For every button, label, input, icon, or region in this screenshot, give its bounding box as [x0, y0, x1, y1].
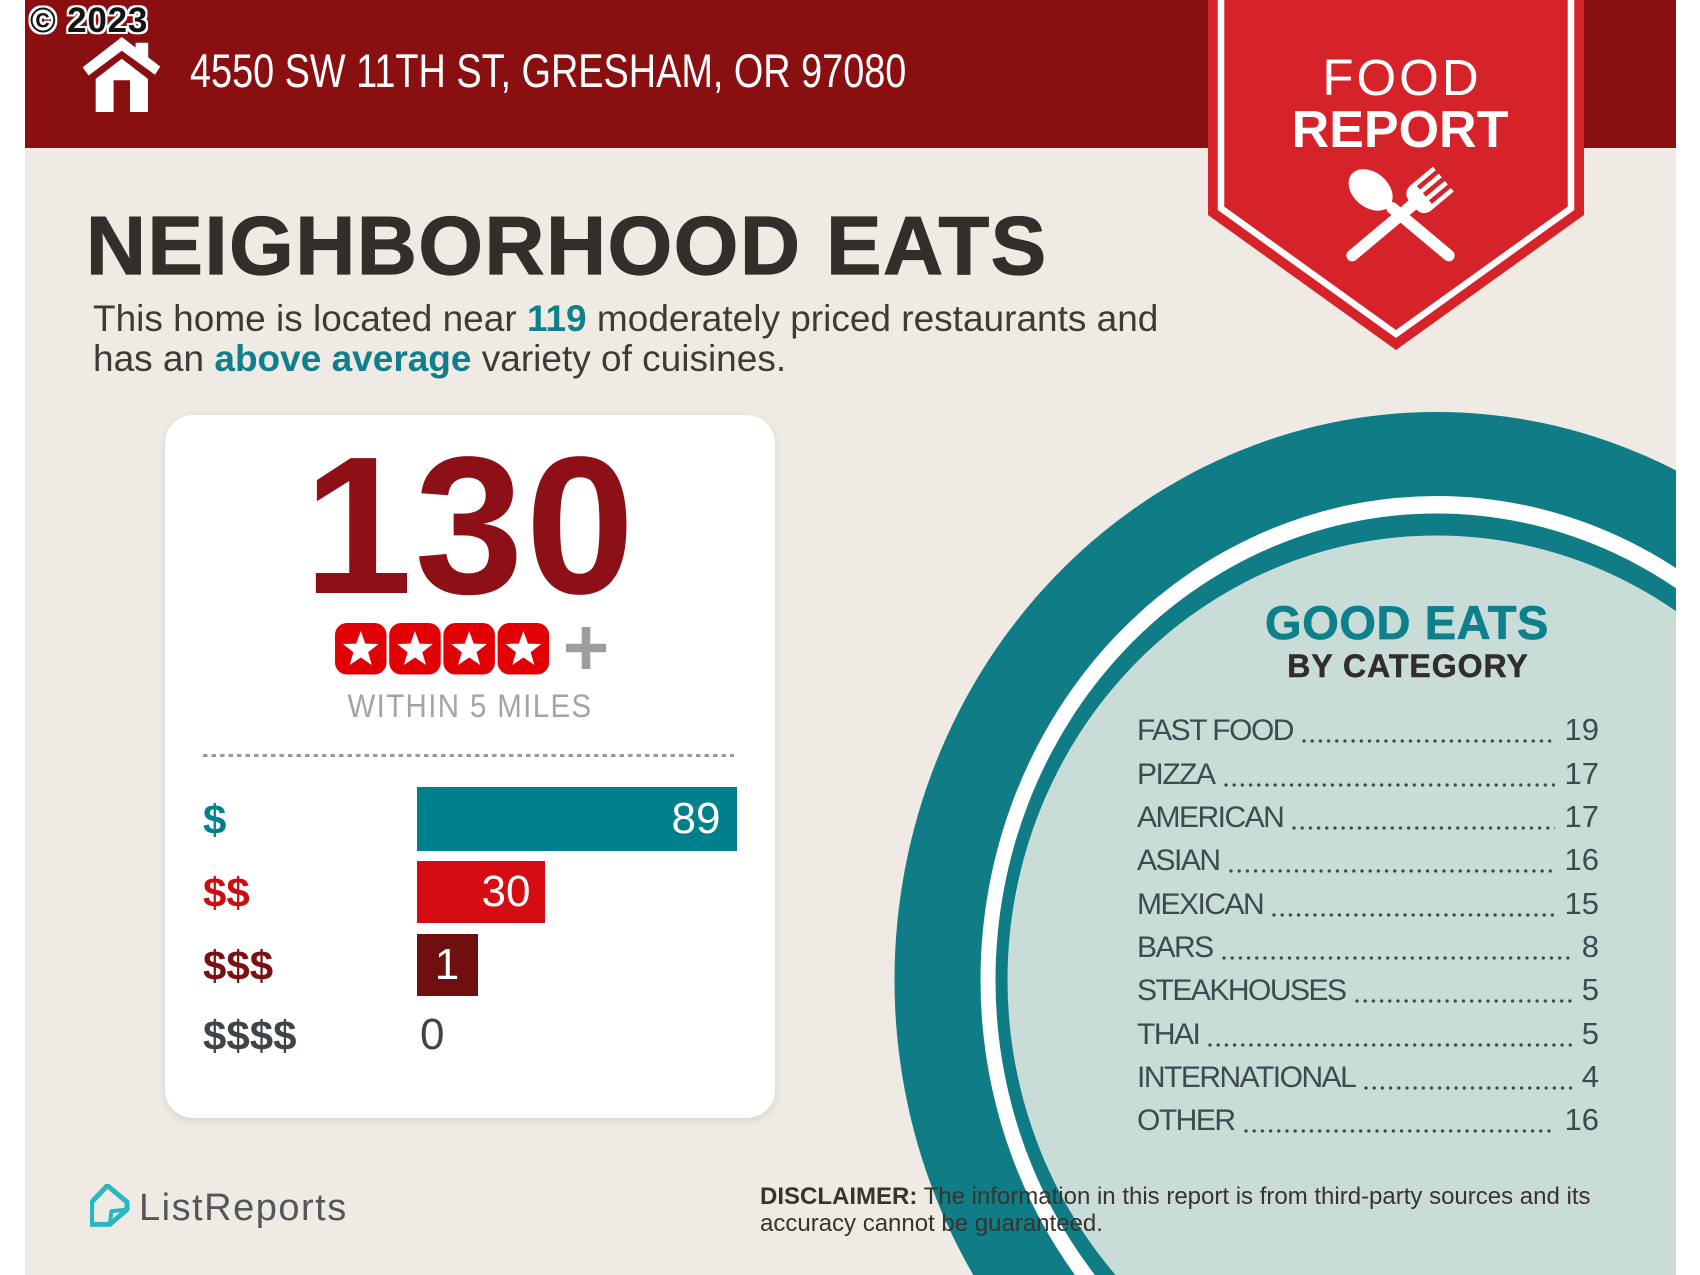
svg-text:FOOD: FOOD	[1322, 49, 1481, 106]
svg-text:REPORT: REPORT	[1292, 101, 1509, 159]
